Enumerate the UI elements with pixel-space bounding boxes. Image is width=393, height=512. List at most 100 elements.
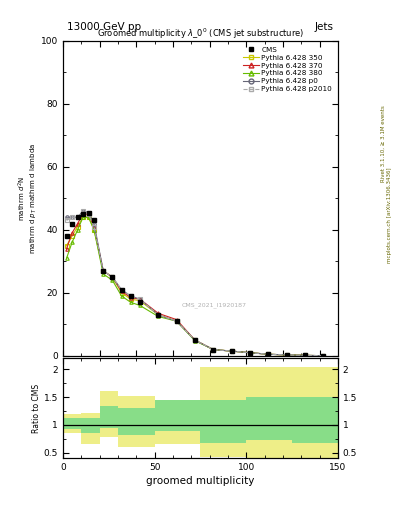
Pythia 6.428 350 <box>64 243 69 249</box>
CMS <box>101 268 106 274</box>
Text: mcplots.cern.ch [arXiv:1306.3436]: mcplots.cern.ch [arXiv:1306.3436] <box>387 167 391 263</box>
Pythia 6.428 350 <box>156 312 161 318</box>
CMS <box>229 348 234 354</box>
Pythia 6.428 380 <box>70 240 74 246</box>
Pythia 6.428 p2010 <box>129 293 133 299</box>
Pythia 6.428 380 <box>92 227 96 233</box>
Pythia 6.428 p2010 <box>101 268 106 274</box>
Pythia 6.428 370 <box>81 211 85 217</box>
CMS <box>129 293 133 299</box>
Pythia 6.428 p2010 <box>156 312 161 318</box>
Pythia 6.428 380 <box>193 337 197 344</box>
CMS <box>70 221 74 227</box>
Pythia 6.428 p2010 <box>81 208 85 214</box>
CMS <box>86 209 91 216</box>
Pythia 6.428 350 <box>211 347 216 353</box>
CMS <box>110 274 115 280</box>
Pythia 6.428 p0 <box>174 318 179 324</box>
Pythia 6.428 350 <box>138 297 142 304</box>
Pythia 6.428 350 <box>86 214 91 220</box>
Pythia 6.428 p0 <box>86 209 91 216</box>
Pythia 6.428 370 <box>70 230 74 236</box>
CMS <box>266 351 271 357</box>
Pythia 6.428 p0 <box>110 274 115 280</box>
Line: Pythia 6.428 p0: Pythia 6.428 p0 <box>65 209 325 357</box>
Pythia 6.428 370 <box>101 268 106 274</box>
Pythia 6.428 350 <box>70 233 74 239</box>
Pythia 6.428 p2010 <box>211 347 216 353</box>
Pythia 6.428 380 <box>81 214 85 220</box>
Pythia 6.428 370 <box>284 352 289 358</box>
Pythia 6.428 370 <box>248 350 252 356</box>
Pythia 6.428 380 <box>211 347 216 353</box>
Pythia 6.428 p2010 <box>266 351 271 357</box>
Text: Rivet 3.1.10, ≥ 3.1M events: Rivet 3.1.10, ≥ 3.1M events <box>381 105 386 182</box>
Pythia 6.428 370 <box>266 351 271 357</box>
Pythia 6.428 p2010 <box>110 274 115 280</box>
Pythia 6.428 p0 <box>138 296 142 302</box>
Pythia 6.428 370 <box>64 246 69 252</box>
CMS <box>193 337 197 343</box>
Pythia 6.428 p0 <box>193 337 197 343</box>
Pythia 6.428 350 <box>193 337 197 343</box>
CMS <box>248 350 252 356</box>
Pythia 6.428 370 <box>174 316 179 323</box>
Pythia 6.428 p0 <box>81 208 85 214</box>
Text: Jets: Jets <box>315 22 334 32</box>
Pythia 6.428 350 <box>266 351 271 357</box>
Pythia 6.428 p0 <box>101 268 106 274</box>
CMS <box>92 218 96 224</box>
Pythia 6.428 350 <box>92 227 96 233</box>
Pythia 6.428 380 <box>119 293 124 299</box>
Pythia 6.428 p0 <box>92 221 96 227</box>
Pythia 6.428 350 <box>101 268 106 274</box>
CMS <box>284 352 289 358</box>
Pythia 6.428 380 <box>174 318 179 324</box>
Pythia 6.428 p0 <box>284 352 289 358</box>
Pythia 6.428 370 <box>119 288 124 294</box>
CMS <box>138 299 142 305</box>
Pythia 6.428 380 <box>101 271 106 277</box>
Line: Pythia 6.428 p2010: Pythia 6.428 p2010 <box>65 209 325 357</box>
CMS <box>211 347 216 353</box>
Pythia 6.428 p2010 <box>303 352 307 358</box>
Pythia 6.428 380 <box>110 277 115 283</box>
Pythia 6.428 370 <box>193 337 197 343</box>
CMS <box>81 211 85 217</box>
Pythia 6.428 380 <box>303 352 307 358</box>
Pythia 6.428 p2010 <box>229 348 234 354</box>
CMS <box>303 352 307 358</box>
Legend: CMS, Pythia 6.428 350, Pythia 6.428 370, Pythia 6.428 380, Pythia 6.428 p0, Pyth: CMS, Pythia 6.428 350, Pythia 6.428 370,… <box>241 45 334 94</box>
Title: Groomed multiplicity $\lambda\_0^0$ (CMS jet substructure): Groomed multiplicity $\lambda\_0^0$ (CMS… <box>97 27 304 41</box>
Pythia 6.428 p0 <box>248 350 252 356</box>
Pythia 6.428 380 <box>75 227 80 233</box>
Pythia 6.428 380 <box>64 255 69 261</box>
Pythia 6.428 p2010 <box>75 214 80 220</box>
Pythia 6.428 p2010 <box>174 318 179 324</box>
Pythia 6.428 380 <box>129 299 133 305</box>
Pythia 6.428 380 <box>266 351 271 357</box>
CMS <box>321 353 326 359</box>
Pythia 6.428 380 <box>284 352 289 358</box>
Pythia 6.428 p2010 <box>248 350 252 356</box>
Pythia 6.428 p2010 <box>92 224 96 230</box>
Pythia 6.428 p2010 <box>284 352 289 358</box>
Pythia 6.428 p0 <box>156 312 161 318</box>
Pythia 6.428 370 <box>229 348 234 354</box>
Pythia 6.428 p0 <box>70 214 74 220</box>
Pythia 6.428 p2010 <box>138 296 142 302</box>
Pythia 6.428 380 <box>229 348 234 354</box>
Pythia 6.428 370 <box>129 294 133 301</box>
Line: CMS: CMS <box>65 211 325 357</box>
Pythia 6.428 370 <box>92 224 96 230</box>
Pythia 6.428 p0 <box>129 293 133 299</box>
Pythia 6.428 350 <box>229 348 234 354</box>
Text: CMS_2021_I1920187: CMS_2021_I1920187 <box>182 303 247 308</box>
Line: Pythia 6.428 350: Pythia 6.428 350 <box>65 216 325 357</box>
Pythia 6.428 p0 <box>303 352 307 358</box>
Pythia 6.428 380 <box>321 353 326 359</box>
Pythia 6.428 350 <box>284 352 289 358</box>
Pythia 6.428 380 <box>86 214 91 220</box>
Pythia 6.428 370 <box>156 310 161 316</box>
Pythia 6.428 p0 <box>64 214 69 220</box>
